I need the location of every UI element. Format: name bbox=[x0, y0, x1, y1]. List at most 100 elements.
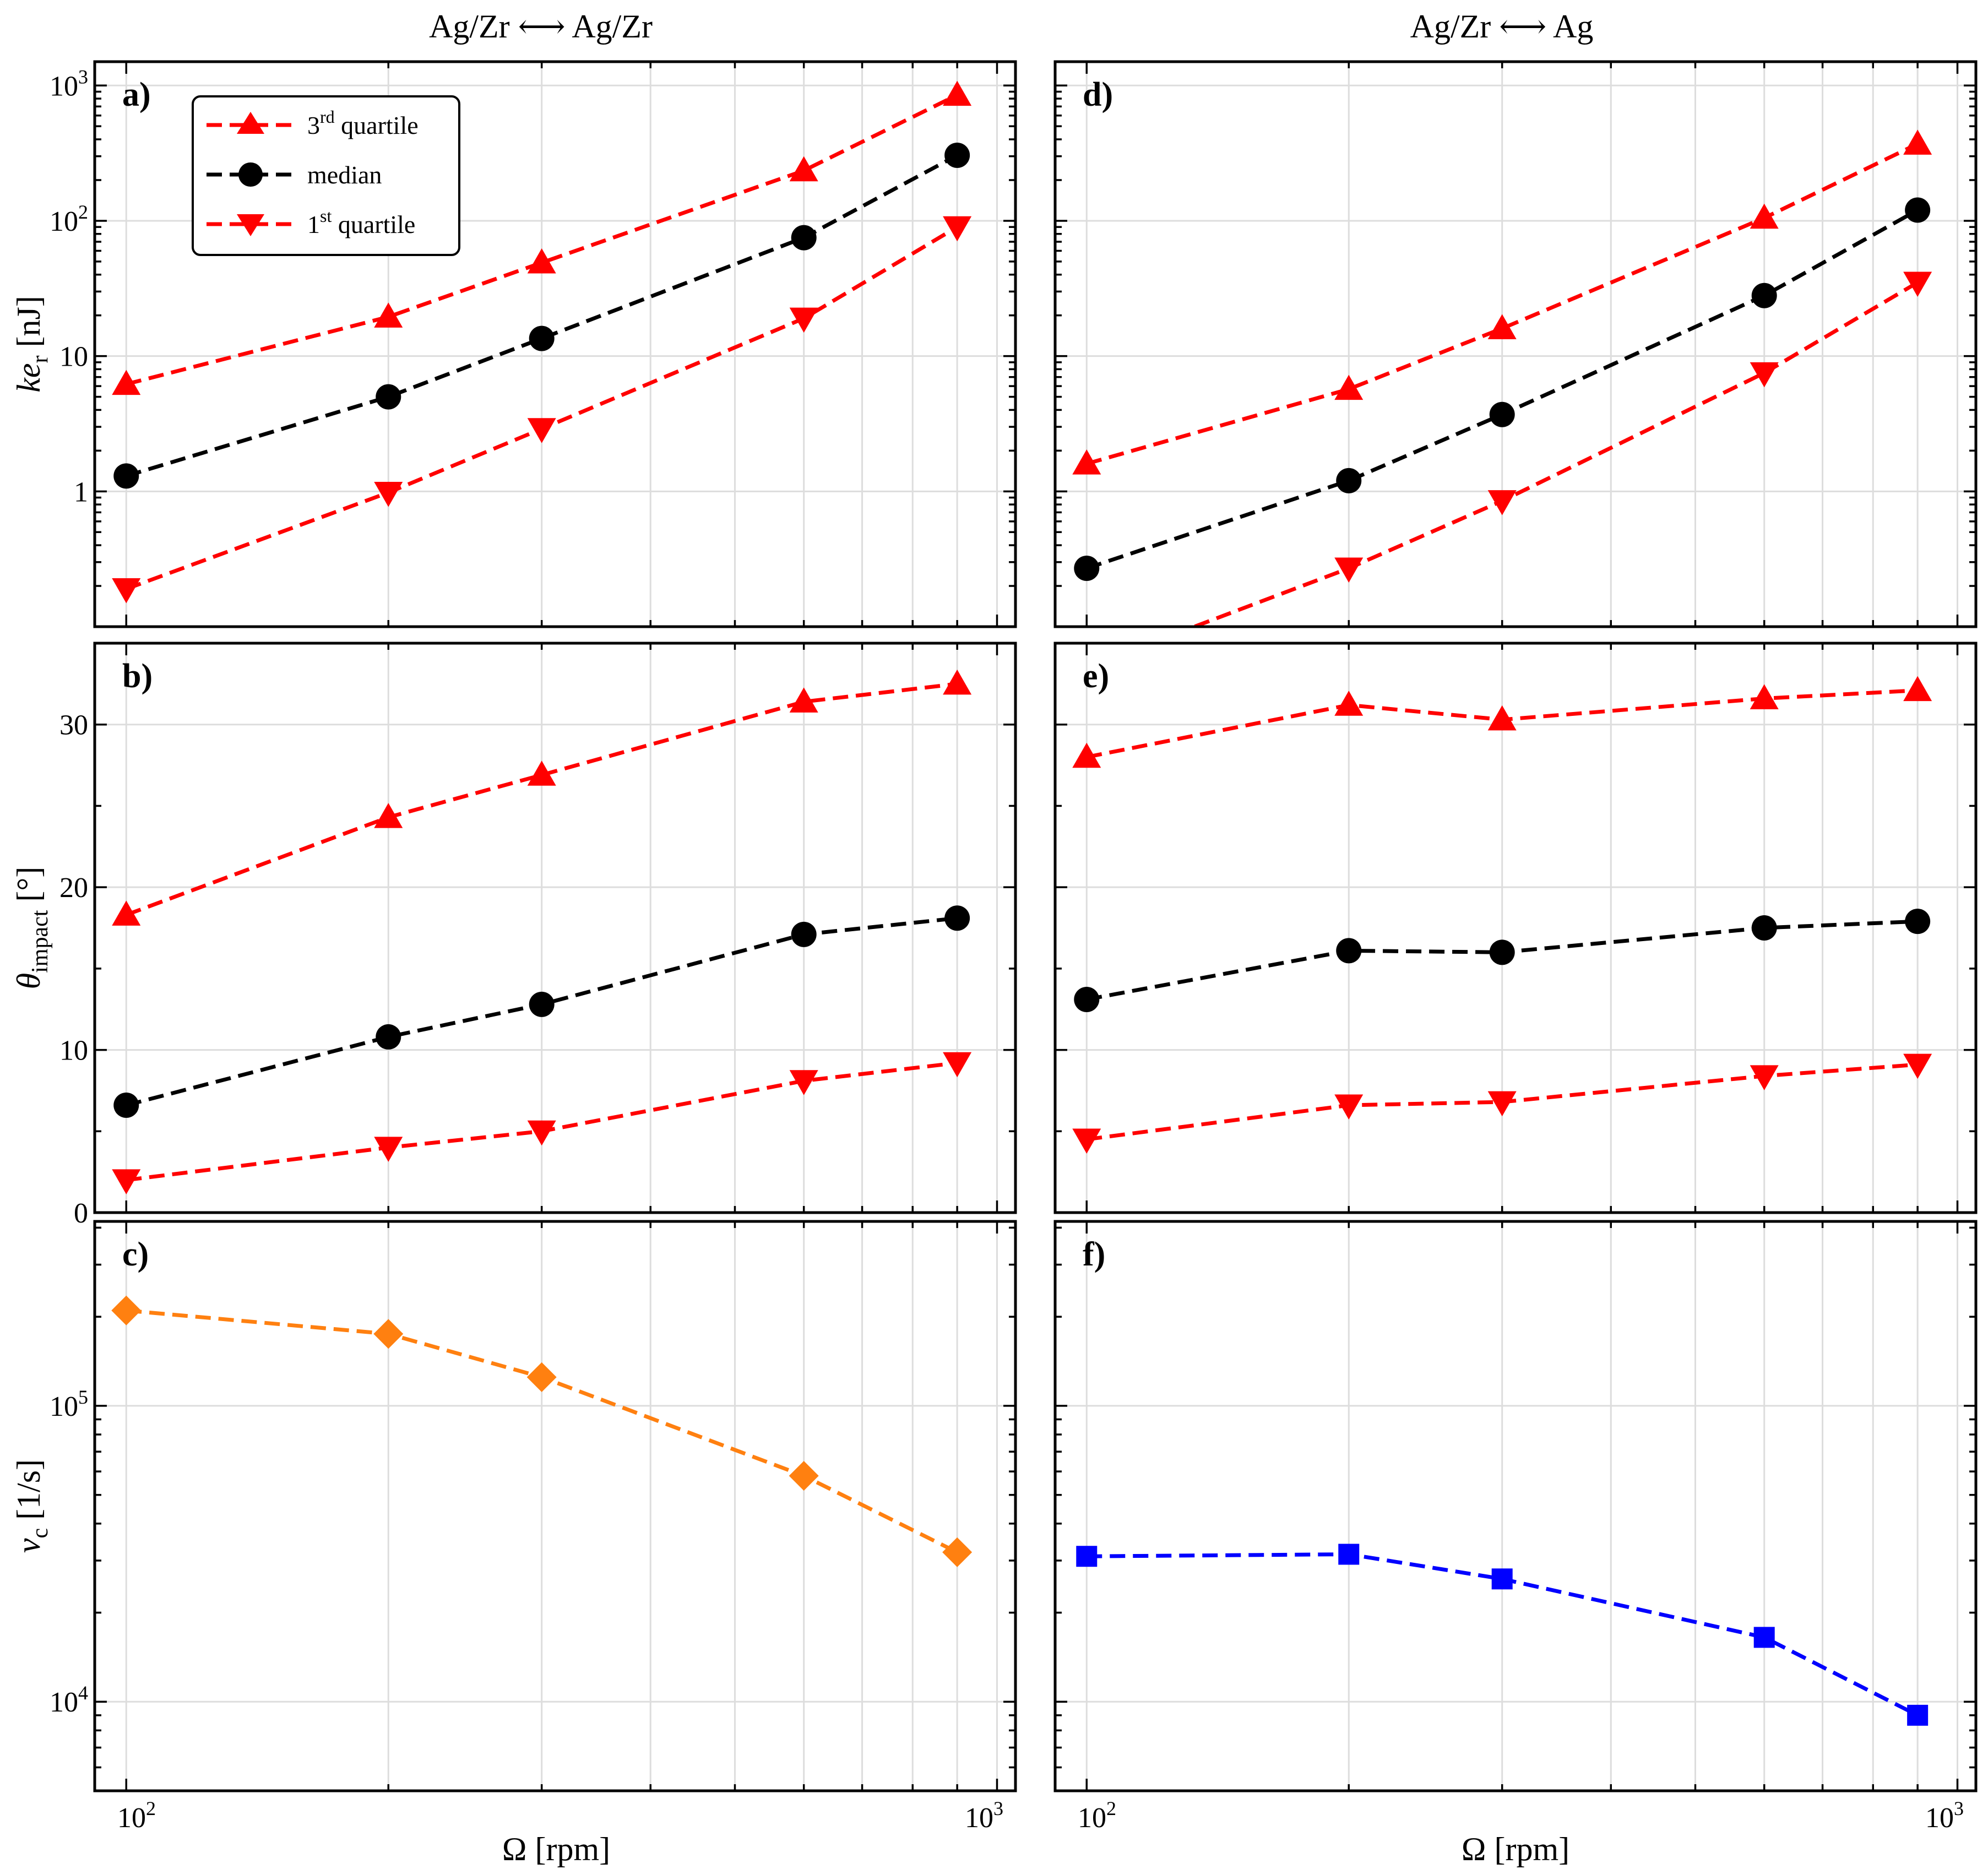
data-point bbox=[1750, 203, 1779, 229]
legend-label-q1: 1st quartile bbox=[307, 206, 415, 238]
panel-letter: d) bbox=[1083, 76, 1113, 113]
panel-b-impact-angle-agzr-agzr: 0 10 20 30 b) bbox=[59, 642, 1017, 1229]
data-point bbox=[1487, 1091, 1517, 1117]
panel-frame bbox=[1053, 1220, 1978, 1792]
data-point bbox=[1489, 939, 1515, 965]
legend-marker-triangle-up bbox=[237, 112, 264, 134]
data-point bbox=[376, 384, 401, 410]
panel-c-collision-frequency-agzr-agzr: 104 105 c) bbox=[50, 1220, 1017, 1792]
series-line bbox=[126, 682, 958, 917]
data-point bbox=[112, 900, 141, 926]
grid-lines bbox=[95, 62, 1015, 627]
data-point bbox=[527, 418, 556, 443]
legend-marker-circle bbox=[238, 162, 263, 187]
y-tick-label: 105 bbox=[50, 1386, 88, 1422]
data-point bbox=[1907, 1704, 1929, 1726]
data-point bbox=[1074, 986, 1100, 1012]
series-line bbox=[126, 93, 958, 387]
panel-d-kinetic-energy-agzr-ag: d) bbox=[1053, 60, 1978, 628]
series-line bbox=[126, 153, 958, 478]
grid-lines bbox=[1055, 62, 1976, 627]
data-point bbox=[1903, 129, 1932, 155]
data-point bbox=[112, 578, 141, 604]
y-tick-label: 20 bbox=[59, 872, 88, 904]
axis-ticks: 0 10 20 30 bbox=[59, 643, 1015, 1229]
plot-area bbox=[112, 669, 972, 1194]
legend-label-median: median bbox=[307, 161, 382, 189]
data-point bbox=[1074, 556, 1100, 582]
data-point bbox=[529, 325, 555, 351]
legend: 3rd quartile median 1st quartile bbox=[192, 95, 460, 256]
column-title-left: Ag/Zr ⟷ Ag/Zr bbox=[429, 8, 653, 45]
panel-frame bbox=[93, 642, 1017, 1214]
data-point bbox=[1491, 1568, 1513, 1590]
data-point bbox=[113, 1093, 139, 1118]
panel-letter: b) bbox=[122, 658, 153, 695]
data-point bbox=[943, 1052, 972, 1078]
data-point bbox=[1750, 362, 1779, 388]
data-point bbox=[111, 1295, 142, 1325]
data-point bbox=[944, 905, 970, 931]
data-point bbox=[944, 142, 970, 168]
grid-lines bbox=[95, 1221, 1015, 1791]
data-point bbox=[1334, 374, 1364, 400]
data-point bbox=[1751, 915, 1777, 941]
plot-area bbox=[1072, 676, 1932, 1154]
data-point bbox=[527, 1120, 556, 1146]
data-point bbox=[942, 1537, 973, 1567]
data-point bbox=[374, 1137, 403, 1162]
x-tick-label-100-right: 102 bbox=[1078, 1797, 1116, 1834]
data-point bbox=[1072, 742, 1101, 768]
panel-f-collision-frequency-agzr-ag: f) bbox=[1053, 1220, 1978, 1792]
plot-area bbox=[111, 1295, 973, 1567]
y-tick-label: 104 bbox=[50, 1682, 88, 1718]
data-point bbox=[527, 760, 556, 786]
data-point bbox=[526, 1362, 557, 1392]
data-point bbox=[943, 80, 972, 106]
data-point bbox=[1753, 1627, 1775, 1648]
data-point bbox=[1072, 449, 1101, 475]
data-point bbox=[1903, 271, 1932, 297]
y-axis-label-ke: ker [nJ] bbox=[10, 296, 53, 393]
data-point bbox=[1338, 1544, 1360, 1565]
data-point bbox=[1489, 401, 1515, 427]
panel-frame bbox=[93, 1220, 1017, 1792]
plot-area bbox=[112, 80, 972, 604]
panel-letter: a) bbox=[122, 76, 151, 113]
data-point bbox=[1903, 676, 1932, 702]
data-point bbox=[529, 991, 555, 1017]
panel-frame bbox=[1053, 60, 1978, 628]
data-point bbox=[1487, 705, 1517, 731]
plot-area bbox=[1072, 129, 1932, 627]
data-point bbox=[943, 669, 972, 695]
data-point bbox=[376, 1024, 401, 1050]
panel-letter: f) bbox=[1083, 1236, 1105, 1273]
panel-e-impact-angle-agzr-ag: e) bbox=[1053, 642, 1978, 1214]
data-point bbox=[1750, 1065, 1779, 1090]
x-tick-label-1000-left: 103 bbox=[965, 1797, 1003, 1834]
data-point bbox=[791, 225, 817, 251]
data-point bbox=[1905, 197, 1931, 223]
plot-area bbox=[1076, 1544, 1929, 1726]
y-tick-label: 103 bbox=[50, 66, 88, 102]
data-point bbox=[943, 216, 972, 242]
data-point bbox=[1905, 909, 1931, 934]
data-point bbox=[789, 307, 818, 333]
data-point bbox=[789, 687, 818, 713]
x-tick-label-100-left: 102 bbox=[117, 1797, 156, 1834]
y-tick-label: 0 bbox=[74, 1198, 88, 1229]
y-tick-label: 102 bbox=[50, 201, 88, 237]
data-point bbox=[789, 156, 818, 182]
data-point bbox=[1487, 490, 1517, 515]
panel-letter: c) bbox=[122, 1236, 149, 1273]
data-point bbox=[527, 248, 556, 274]
panel-frame bbox=[1053, 642, 1978, 1214]
data-point bbox=[1334, 557, 1364, 583]
y-tick-label: 1 bbox=[74, 476, 88, 508]
legend-marker-triangle-down bbox=[237, 214, 264, 236]
y-tick-label: 30 bbox=[59, 710, 88, 741]
x-axis-label-right: Ω [rpm] bbox=[1462, 1831, 1569, 1867]
panel-a-kinetic-energy-agzr-agzr: 1 10 102 103 a) bbox=[50, 60, 1017, 628]
y-tick-label: 10 bbox=[59, 341, 88, 373]
data-point bbox=[1903, 1053, 1932, 1079]
